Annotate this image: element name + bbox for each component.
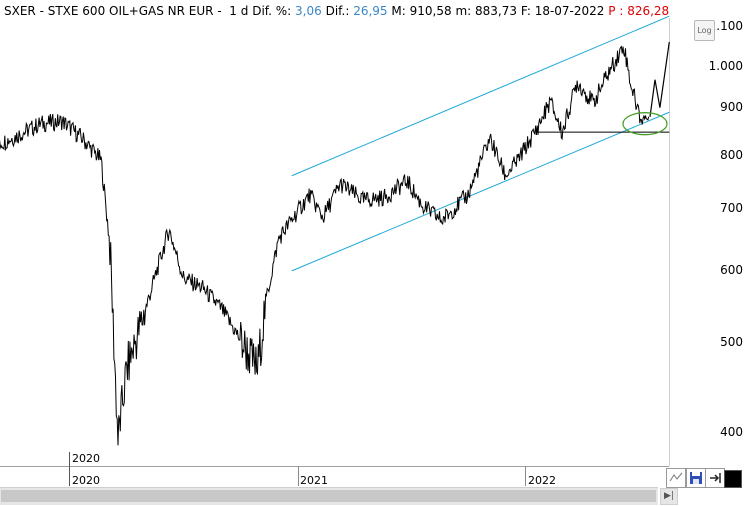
dif-label: Dif.: [325, 4, 350, 18]
scrollbar-thumb[interactable] [1, 490, 656, 502]
y-tick-label: 900 [720, 100, 743, 114]
price-series-line [0, 45, 650, 446]
price-value: 826,28 [627, 4, 670, 18]
export-arrow-icon [710, 473, 721, 483]
channel-upper-line [291, 15, 670, 177]
date-value: 18-07-2022 [534, 4, 605, 18]
save-button[interactable] [686, 468, 706, 488]
price-label: P : [608, 4, 624, 18]
x-tick-label: 2020 [72, 474, 100, 487]
horizontal-scrollbar[interactable] [0, 487, 658, 505]
export-button[interactable] [705, 468, 725, 488]
period: 1 d [229, 4, 249, 18]
y-tick-label: 1.000 [708, 59, 743, 73]
y-tick-label: 1.100 [708, 19, 743, 33]
support-ellipse [622, 112, 668, 136]
min-label: m: [455, 4, 472, 18]
date-label: F: [520, 4, 531, 18]
chart-type-button[interactable] [666, 468, 686, 488]
color-swatch-button[interactable] [724, 470, 742, 488]
projection-line [649, 41, 670, 117]
y-tick-label: 800 [720, 148, 743, 162]
x-tick-label: 2021 [300, 474, 328, 487]
dif-value: 26,95 [353, 4, 388, 18]
x-marker-label: 2020 [72, 452, 100, 465]
instrument-name: STXE 600 OIL+GAS NR EUR [47, 4, 214, 18]
header-sep: - [213, 4, 230, 18]
scroll-end-button[interactable]: ▶| [660, 488, 678, 505]
dif-pct-label: Dif. %: [252, 4, 292, 18]
channel-lower-line [291, 111, 670, 272]
zigzag-icon [669, 472, 683, 482]
trend-channel [291, 15, 670, 272]
dif-pct-value: 3,06 [295, 4, 322, 18]
max-value: 910,58 [409, 4, 452, 18]
header-sep: - [35, 4, 48, 18]
y-tick-label: 400 [720, 425, 743, 439]
x-tick-label: 2022 [528, 474, 556, 487]
y-tick-label: 700 [720, 201, 743, 215]
log-scale-toggle[interactable]: Log [694, 20, 715, 41]
max-label: M: [391, 4, 406, 18]
symbol: SXER [4, 4, 36, 18]
y-tick-label: 500 [720, 335, 743, 349]
y-tick-label: 600 [720, 263, 743, 277]
chart-header: SXER - STXE 600 OIL+GAS NR EUR - 1 d Dif… [4, 3, 669, 19]
min-value: 883,73 [475, 4, 518, 18]
floppy-disk-icon [690, 472, 702, 484]
